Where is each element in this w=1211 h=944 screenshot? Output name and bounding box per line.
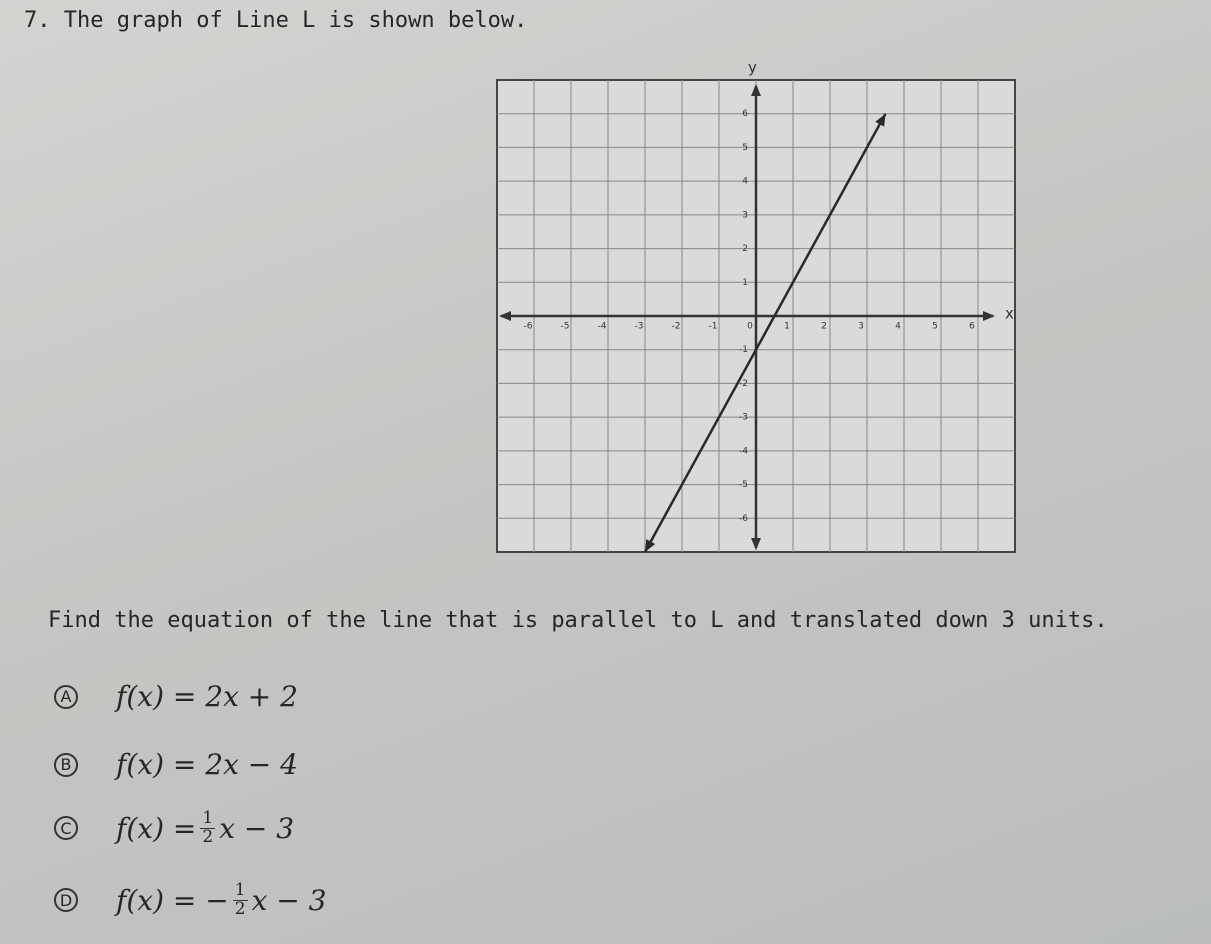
x-tick-label: -3 xyxy=(635,322,644,332)
formula: f(x) = xyxy=(116,811,197,845)
x-tick-label: -6 xyxy=(524,322,533,332)
y-tick-label: -2 xyxy=(739,379,748,389)
numerator: 1 xyxy=(200,808,216,829)
x-tick-label: 5 xyxy=(932,322,938,332)
x-tick-label: -5 xyxy=(561,322,570,332)
y-tick-label: 5 xyxy=(742,143,748,153)
choice-letter: B xyxy=(54,752,78,777)
question-number: 7. xyxy=(24,8,51,33)
line-l xyxy=(643,113,887,553)
y-tick-label: 4 xyxy=(742,177,748,187)
x-tick-label: 3 xyxy=(858,322,864,332)
y-tick-label: -6 xyxy=(739,514,748,524)
arrow xyxy=(645,539,656,552)
y-axis-label: y xyxy=(748,59,757,77)
choice-letter: C xyxy=(54,816,78,841)
x-tick-label: 2 xyxy=(821,322,827,332)
x-tick-label: 1 xyxy=(784,322,790,332)
formula: f(x) = 2x + 2 xyxy=(116,680,298,713)
choice-letter: A xyxy=(54,684,78,709)
x-tick-label: 4 xyxy=(895,322,901,332)
formula: f(x) = − xyxy=(116,883,229,917)
denominator: 2 xyxy=(202,826,214,847)
x-tick-label: -2 xyxy=(672,322,681,332)
y-tick-label: -3 xyxy=(739,413,748,423)
denominator: 2 xyxy=(234,898,246,919)
x-tick-label: 0 xyxy=(747,322,753,332)
arrow xyxy=(875,113,886,127)
formula-rest: x − 3 xyxy=(219,811,295,845)
y-tick-label: -1 xyxy=(739,345,748,355)
y-tick-label: 2 xyxy=(742,244,748,254)
y-tick-label: 6 xyxy=(742,109,748,119)
choice-letter: D xyxy=(54,888,78,913)
x-tick-label: 6 xyxy=(969,322,975,332)
question: 7. The graph of Line L is shown below. xyxy=(24,8,527,33)
y-tick-label: 3 xyxy=(742,210,748,220)
x-axis-label: x xyxy=(1005,305,1014,323)
y-tick-label: 1 xyxy=(742,278,748,288)
formula-rest: x − 3 xyxy=(251,883,327,917)
y-tick-label: -5 xyxy=(739,480,748,490)
x-tick-label: -1 xyxy=(709,322,718,332)
y-tick-label: -4 xyxy=(739,446,748,456)
prompt: Find the equation of the line that is pa… xyxy=(48,608,1108,633)
numerator: 1 xyxy=(232,880,248,901)
formula: f(x) = 2x − 4 xyxy=(116,748,298,781)
x-tick-label: -4 xyxy=(598,322,607,332)
question-text: The graph of Line L is shown below. xyxy=(63,8,528,33)
